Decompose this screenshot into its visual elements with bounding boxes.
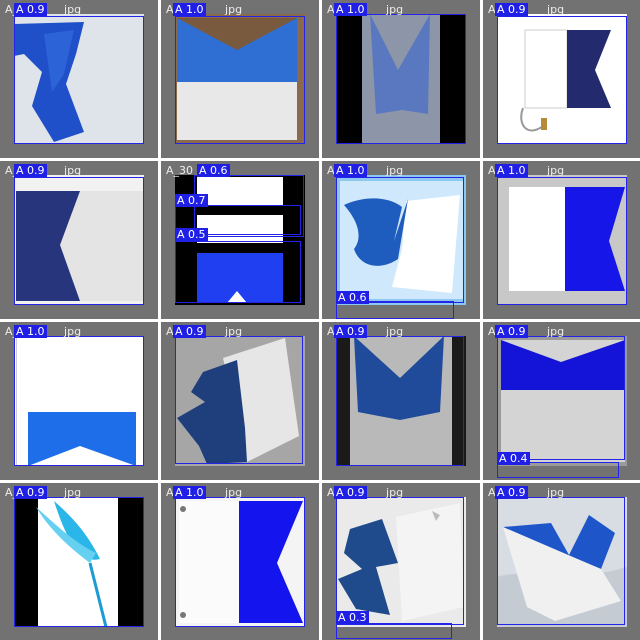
mosaic-tile[interactable]: A_jpg A 0.9 [161,322,319,480]
flag-alpha-table-icon [14,175,144,305]
detection-label: A 0.9 [14,486,47,499]
flag-alpha-hanging-dark-icon [336,336,466,466]
detection-label: A 1.0 [173,486,206,499]
detection-label: A 0.3 [336,611,369,624]
mosaic-tile[interactable]: A_jpg A 0.9 A 0.3 [322,483,480,640]
flag-alpha-cyan-pole-icon [14,497,144,627]
detection-label: A 0.9 [334,325,367,338]
mosaic-tile[interactable]: A_jpg A 1.0 [0,322,158,480]
flag-alpha-inverted-icon [14,336,144,466]
detection-label: A 1.0 [334,164,367,177]
flag-alpha-waving-icon [14,14,144,144]
flag-alpha-sea-icon [497,497,627,627]
detection-label: A 1.0 [334,3,367,16]
detection-label: A 0.4 [497,452,530,465]
detection-label: A 0.5 [175,228,208,241]
mosaic-tile[interactable]: A_jpg A 1.0 [161,0,319,158]
detection-label: A 0.9 [495,3,528,16]
flag-alpha-drawing-icon [497,14,627,144]
flag-alpha-swallowtail-down-icon [175,14,305,144]
detection-label: A 0.7 [175,194,208,207]
detection-label: A 0.9 [14,3,47,16]
flag-alpha-blurred-icon [497,175,627,305]
mosaic-tile[interactable]: A_jpg A 1.0 [161,483,319,640]
detection-label: A 0.9 [173,325,206,338]
mosaic-tile[interactable]: A_jpg A 0.9 [0,0,158,158]
mosaic-tile[interactable]: A_jpg A 1.0 [483,161,640,319]
mosaic-tile[interactable]: A_jpg A 1.0 [322,0,480,158]
detection-label: A 0.6 [197,164,230,177]
flag-alpha-wind-icon [336,175,466,305]
flag-alpha-hanging-icon [336,14,466,144]
mosaic-tile[interactable]: A_jpg A 0.9 [483,483,640,640]
detection-label: A 0.9 [495,486,528,499]
detection-label: A 0.9 [334,486,367,499]
flag-alpha-grommets-icon [175,497,305,627]
mosaic-tile[interactable]: A_jpg A 0.9 A 0.4 [483,322,640,480]
detection-label: A 0.9 [495,325,528,338]
mosaic-tile[interactable]: A_30 A 0.6 A 0.7 A 0.5 [161,161,319,319]
mosaic-tile[interactable]: A_jpg A 0.9 [0,483,158,640]
mosaic-tile[interactable]: A_jpg A 0.9 [322,322,480,480]
mosaic-tile[interactable]: A_jpg A 1.0 A 0.6 [322,161,480,319]
detection-label: A 1.0 [14,325,47,338]
flag-alpha-crumpled-icon [336,497,466,627]
mosaic-tile[interactable]: A_jpg A 0.9 [0,161,158,319]
flag-alpha-folded-icon [175,336,305,466]
filename-label: A_30 [166,164,194,177]
detection-label: A 0.9 [14,164,47,177]
detection-label: A 1.0 [173,3,206,16]
detection-label: A 0.6 [336,291,369,304]
mosaic-tile[interactable]: A_jpg A 0.9 [483,0,640,158]
detection-label: A 1.0 [495,164,528,177]
flag-alpha-rotated-icon [497,336,627,466]
